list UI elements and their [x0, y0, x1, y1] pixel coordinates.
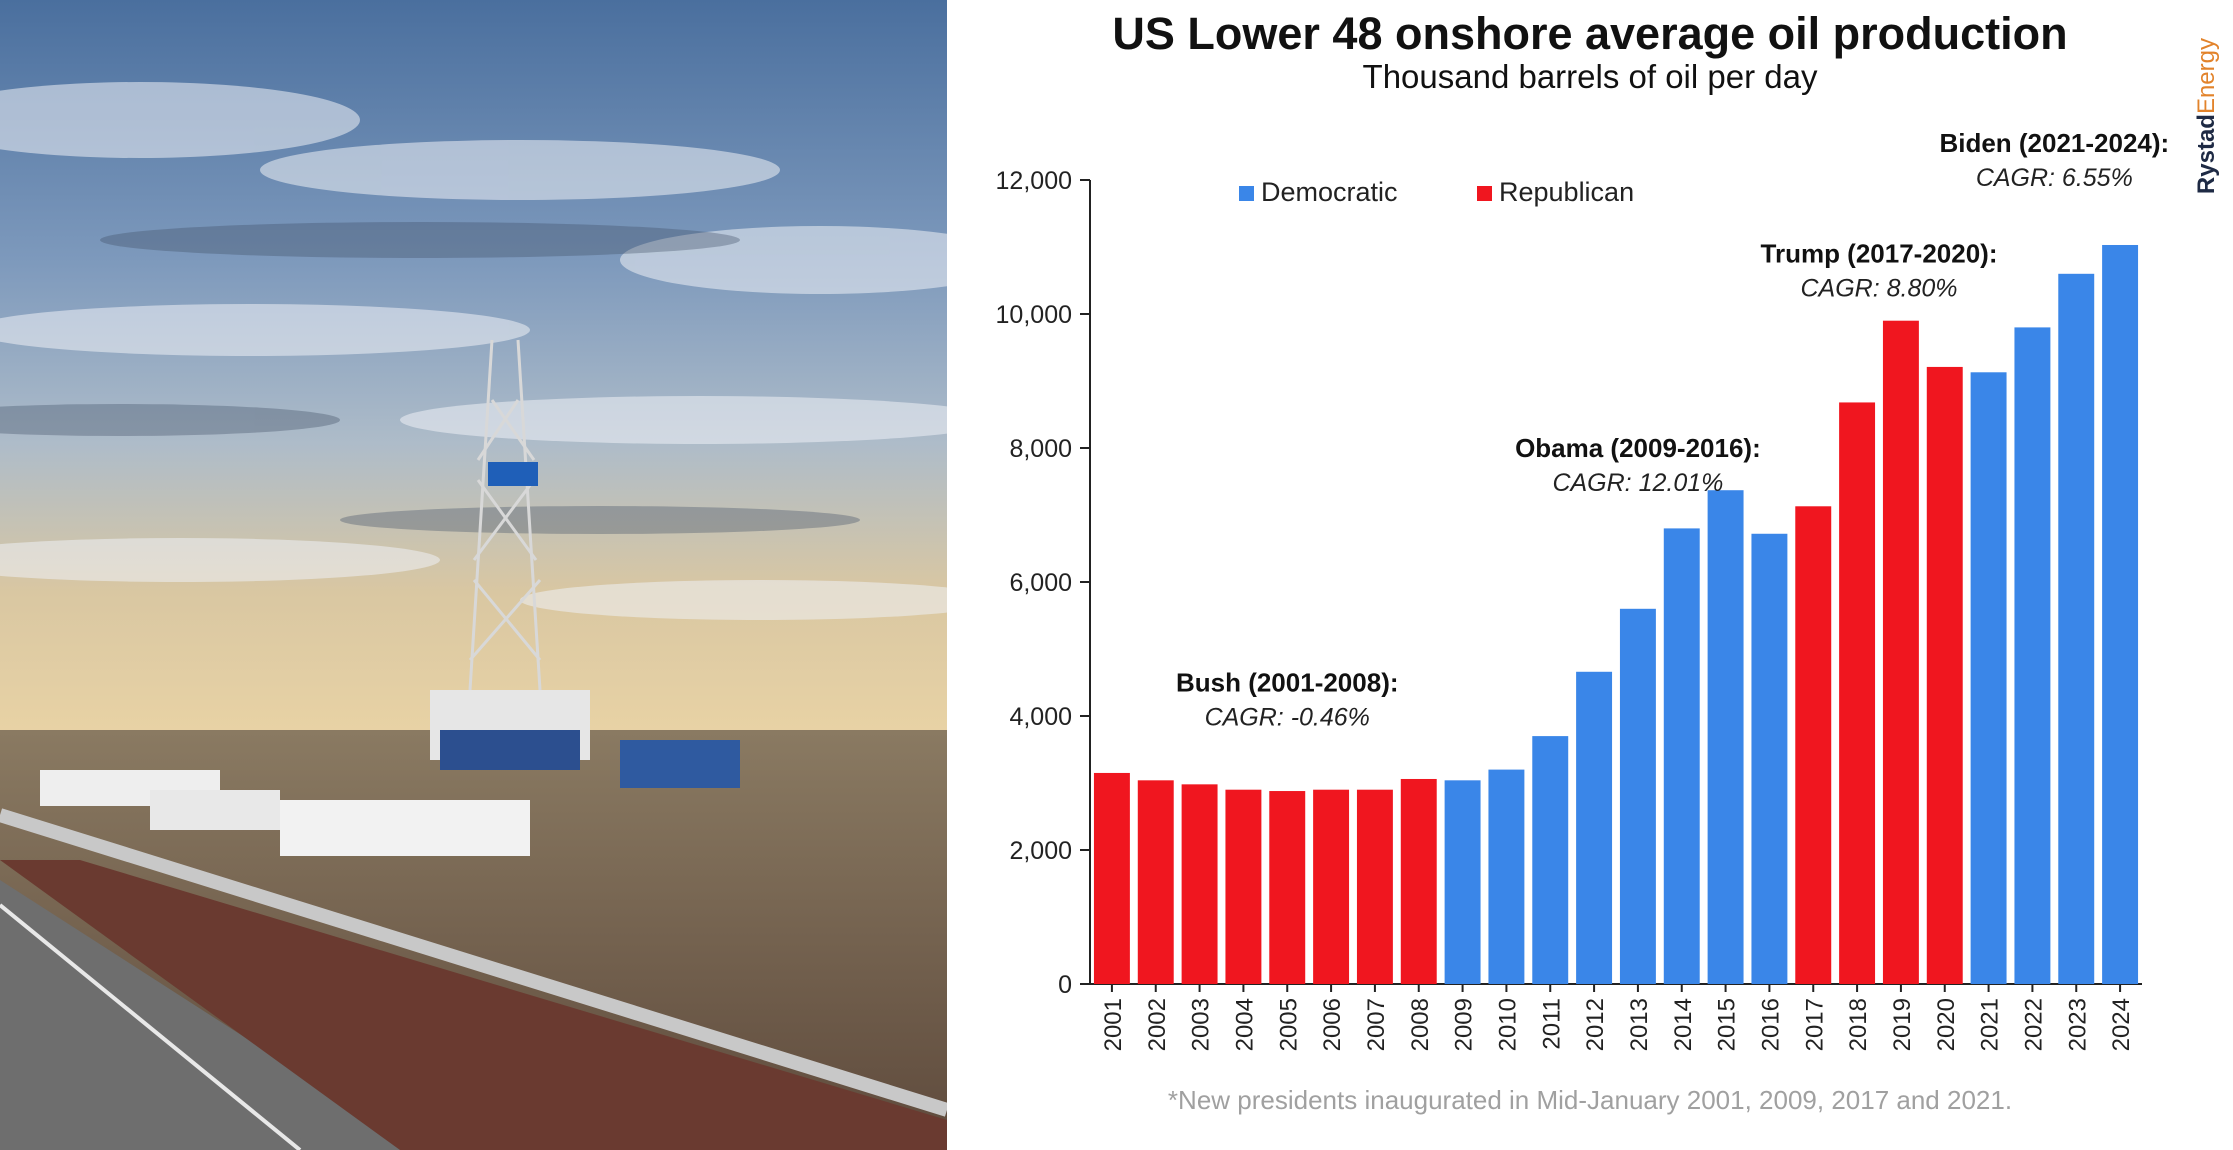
chart-title: US Lower 48 onshore average oil producti…: [1112, 8, 2068, 59]
annotation-cagr: CAGR: 6.55%: [1976, 164, 2133, 192]
bar-2001: [1093, 772, 1130, 984]
road-shoulder: [0, 860, 947, 1150]
bar-2002: [1137, 780, 1174, 984]
legend-label-democratic: Democratic: [1261, 177, 1398, 207]
x-tick-label: 2022: [2020, 998, 2047, 1051]
y-tick-label: 10,000: [996, 301, 1072, 329]
oil-rig-photo-illustration: [0, 0, 947, 1150]
x-tick-label: 2017: [1801, 998, 1828, 1051]
bar-2016: [1751, 533, 1788, 984]
bar-chart: 0 2,000 4,000 6,000 8,000 10,000 12,000 2001 200…: [996, 128, 2170, 1051]
bar-2011: [1532, 736, 1569, 984]
x-tick-label: 2013: [1626, 998, 1653, 1051]
oil-drilling-rig-photo: [0, 0, 947, 1150]
bar-2010: [1488, 769, 1525, 984]
x-tick-label: 2002: [1144, 998, 1171, 1051]
x-tick-label: 2007: [1363, 998, 1390, 1051]
x-tick-label: 2006: [1319, 998, 1346, 1051]
x-tick-label: 2005: [1275, 998, 1302, 1051]
bar-2014: [1663, 528, 1700, 984]
bar-2006: [1313, 789, 1350, 984]
annotation-title: Biden (2021-2024):: [1939, 128, 2169, 158]
legend-swatch-republican: [1477, 186, 1492, 201]
x-tick-label: 2003: [1188, 998, 1215, 1051]
bar-2017: [1795, 506, 1832, 984]
annotation-cagr: CAGR: -0.46%: [1205, 703, 1370, 731]
bar-2020: [1926, 366, 1963, 984]
y-tick-label: 4,000: [1009, 703, 1072, 731]
bar-2015: [1707, 490, 1744, 984]
guardrail: [0, 808, 947, 1117]
x-tick-label: 2010: [1494, 998, 1521, 1051]
bar-2005: [1269, 791, 1306, 984]
bar-2009: [1444, 780, 1481, 984]
x-tick-label: 2019: [1889, 998, 1916, 1051]
bar-2008: [1400, 778, 1437, 984]
x-tick-label: 2004: [1231, 998, 1258, 1051]
x-tick-label: 2021: [1977, 998, 2004, 1051]
x-tick-label: 2009: [1451, 998, 1478, 1051]
x-tick-label: 2015: [1714, 998, 1741, 1051]
clouds: [0, 82, 947, 620]
footnote: *New presidents inaugurated in Mid-Janua…: [1167, 1085, 2013, 1115]
annotation-title: Obama (2009-2016):: [1515, 433, 1761, 463]
x-tick-label: 2008: [1407, 998, 1434, 1051]
bar-2003: [1181, 784, 1218, 984]
bar-2012: [1576, 671, 1613, 984]
rig-platform: [488, 462, 538, 486]
bar-2023: [2058, 273, 2095, 984]
y-tick-label: 0: [1058, 971, 1072, 999]
drilling-rig: [468, 339, 542, 691]
bar-2019: [1882, 320, 1919, 984]
annotation-title: Trump (2017-2020):: [1761, 239, 1998, 269]
y-tick-label: 12,000: [996, 167, 1072, 195]
x-tick-label: 2014: [1670, 998, 1697, 1051]
legend-swatch-democratic: [1239, 186, 1254, 201]
x-tick-label: 2012: [1582, 998, 1609, 1051]
x-tick-label: 2016: [1757, 998, 1784, 1051]
bar-2022: [2014, 327, 2051, 984]
x-tick-label: 2011: [1538, 998, 1565, 1050]
x-tick-label: 2024: [2108, 998, 2135, 1051]
legend-label-republican: Republican: [1499, 177, 1634, 207]
bar-2013: [1619, 608, 1656, 984]
chart-subtitle: Thousand barrels of oil per day: [1362, 58, 1818, 95]
x-tick-label: 2023: [2064, 998, 2091, 1051]
bar-2004: [1225, 789, 1262, 984]
bar-2007: [1356, 789, 1393, 984]
bar-2018: [1839, 402, 1876, 984]
annotation-title: Bush (2001-2008):: [1176, 667, 1399, 697]
y-tick-label: 8,000: [1009, 435, 1072, 463]
bar-2021: [1970, 372, 2007, 984]
y-tick-label: 6,000: [1009, 569, 1072, 597]
bar-2024: [2102, 244, 2139, 985]
annotation-cagr: CAGR: 12.01%: [1552, 469, 1723, 497]
x-tick-label: 2018: [1845, 998, 1872, 1051]
trailer: [280, 800, 530, 856]
chart-panel: US Lower 48 onshore average oil producti…: [947, 0, 2233, 1150]
annotation-cagr: CAGR: 8.80%: [1800, 275, 1957, 303]
y-tick-label: 2,000: [1009, 837, 1072, 865]
x-tick-label: 2020: [1933, 998, 1960, 1051]
x-tick-label: 2001: [1100, 998, 1127, 1051]
